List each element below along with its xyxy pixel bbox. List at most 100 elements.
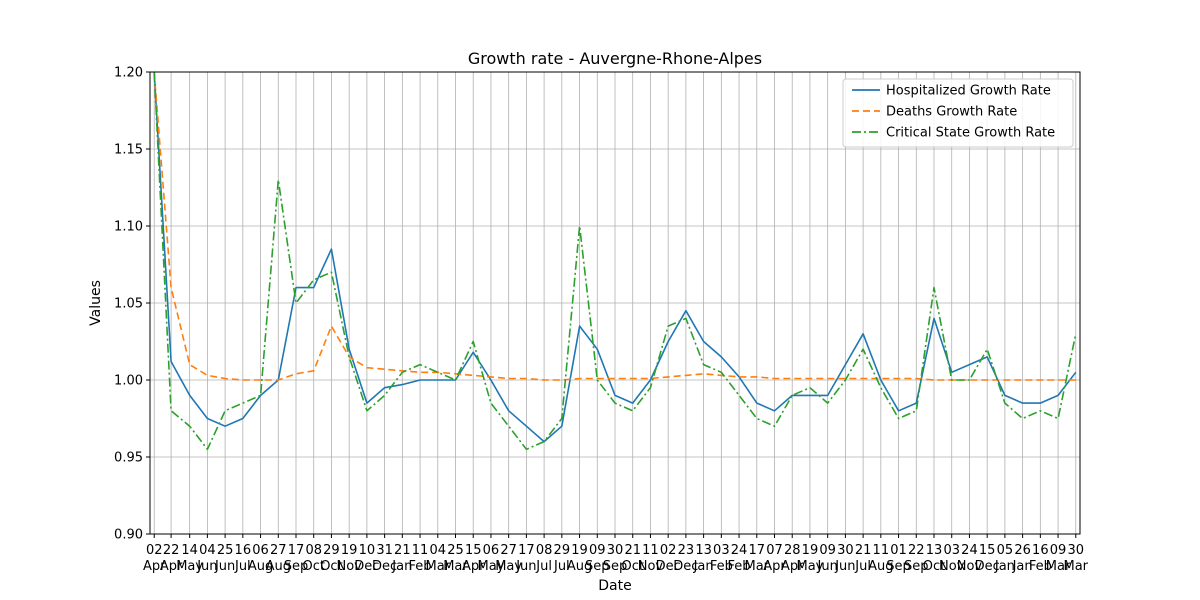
x-tick-label-day: 16 — [235, 543, 252, 558]
x-tick-label-month: Apr — [160, 559, 183, 574]
x-tick-label-month: Apr — [462, 559, 485, 574]
x-tick-label-day: 21 — [855, 543, 872, 558]
x-tick-label-month: Oct — [621, 559, 643, 574]
x-tick-label-month: Mar — [1064, 559, 1089, 574]
x-tick-label-month: Mar — [426, 559, 451, 574]
x-tick-label-day: 13 — [695, 543, 712, 558]
chart-title: Growth rate - Auvergne-Rhone-Alpes — [468, 49, 762, 68]
x-tick-label-day: 17 — [749, 543, 766, 558]
x-tick-label-day: 02 — [660, 543, 677, 558]
x-tick-label-day: 21 — [624, 543, 641, 558]
x-tick-label-month: Jan — [391, 559, 412, 574]
x-tick-label-month: Sep — [284, 559, 309, 574]
x-tick-label-month: Nov — [336, 559, 362, 574]
x-axis: 02Apr22Apr14May04Jun25Jun16Jul06Aug27Aug… — [143, 534, 1089, 574]
x-tick-label-day: 09 — [1050, 543, 1067, 558]
x-tick-label-day: 06 — [483, 543, 500, 558]
x-tick-label-day: 24 — [731, 543, 748, 558]
y-tick-label: 1.00 — [114, 374, 143, 389]
x-tick-label-day: 19 — [571, 543, 588, 558]
x-tick-label-month: Nov — [638, 559, 664, 574]
x-tick-label-month: Dec — [354, 559, 379, 574]
x-axis-title: Date — [598, 578, 631, 594]
x-tick-label-day: 10 — [359, 543, 376, 558]
legend-box — [842, 78, 1074, 148]
x-tick-label-month: Dec — [656, 559, 681, 574]
x-tick-label-month: Jul — [553, 559, 570, 574]
x-tick-label-month: Feb — [409, 559, 432, 574]
y-tick-label: 1.15 — [114, 143, 143, 158]
x-tick-label-month: Jan — [994, 559, 1015, 574]
x-tick-label-month: Nov — [957, 559, 983, 574]
y-axis-title: Values — [88, 280, 104, 326]
legend-label: Deaths Growth Rate — [886, 105, 1017, 120]
y-tick-label: 0.95 — [114, 451, 143, 466]
x-tick-label-month: Apr — [763, 559, 786, 574]
x-tick-label-month: Feb — [728, 559, 751, 574]
x-tick-label-day: 29 — [323, 543, 340, 558]
x-tick-label-month: May — [797, 559, 824, 574]
x-tick-label-day: 04 — [199, 543, 216, 558]
x-tick-label-month: Mar — [745, 559, 770, 574]
x-tick-label-month: Sep — [603, 559, 628, 574]
x-tick-label-day: 11 — [642, 543, 659, 558]
x-tick-label-month: Jun — [834, 559, 855, 574]
x-tick-label-month: Aug — [567, 559, 592, 574]
x-tick-label-day: 31 — [376, 543, 393, 558]
x-tick-label-day: 22 — [163, 543, 180, 558]
x-tick-label-day: 19 — [802, 543, 819, 558]
x-tick-label-day: 14 — [181, 543, 198, 558]
x-tick-label-day: 13 — [926, 543, 943, 558]
x-tick-label-month: Feb — [710, 559, 733, 574]
x-tick-label-day: 11 — [412, 543, 429, 558]
x-tick-label-day: 09 — [589, 543, 606, 558]
series-line-2 — [153, 72, 1076, 381]
x-tick-label-day: 08 — [536, 543, 553, 558]
x-tick-label-month: Apr — [143, 559, 166, 574]
x-tick-label-day: 30 — [837, 543, 854, 558]
x-tick-label-day: 08 — [305, 543, 322, 558]
x-tick-label-month: Aug — [266, 559, 291, 574]
x-tick-label-month: Jun — [214, 559, 235, 574]
legend-label: Hospitalized Growth Rate — [886, 84, 1051, 99]
x-tick-label-month: Apr — [781, 559, 804, 574]
x-tick-label-day: 17 — [288, 543, 305, 558]
x-tick-label-month: Feb — [1029, 559, 1052, 574]
x-tick-label-month: Sep — [904, 559, 929, 574]
x-tick-label-day: 26 — [1014, 543, 1031, 558]
x-tick-label-month: Oct — [320, 559, 342, 574]
x-tick-label-day: 15 — [465, 543, 482, 558]
y-axis: 0.90 0.95 1.00 1.05 1.10 1.15 1.20 — [114, 66, 150, 543]
x-tick-label-month: Jun — [515, 559, 536, 574]
y-tick-label: 0.90 — [114, 528, 143, 543]
x-tick-label-day: 30 — [1068, 543, 1085, 558]
x-tick-label-month: Aug — [868, 559, 893, 574]
x-tick-label-month: Dec — [673, 559, 698, 574]
x-tick-label-month: May — [477, 559, 504, 574]
x-tick-label-day: 09 — [819, 543, 836, 558]
plot-area — [149, 71, 1081, 535]
series-line-3 — [153, 72, 1077, 451]
x-tick-label-month: Jun — [817, 559, 838, 574]
x-tick-label-month: Dec — [372, 559, 397, 574]
x-tick-label-day: 29 — [554, 543, 571, 558]
x-tick-label-month: Mar — [1046, 559, 1071, 574]
x-tick-label-day: 21 — [394, 543, 411, 558]
x-tick-label-day: 16 — [1032, 543, 1049, 558]
x-tick-label-month: Aug — [248, 559, 273, 574]
x-tick-label-month: Nov — [939, 559, 965, 574]
y-tick-label: 1.05 — [114, 297, 143, 312]
x-tick-label-day: 19 — [341, 543, 358, 558]
x-tick-label-day: 03 — [943, 543, 960, 558]
x-tick-label-day: 03 — [713, 543, 730, 558]
x-tick-label-day: 04 — [430, 543, 447, 558]
x-tick-label-day: 01 — [890, 543, 907, 558]
x-tick-label-month: Mar — [443, 559, 468, 574]
x-tick-label-day: 22 — [908, 543, 925, 558]
legend-label: Critical State Growth Rate — [886, 126, 1055, 141]
x-tick-label-month: Oct — [302, 559, 324, 574]
series-layer — [153, 72, 1077, 451]
x-tick-label-month: Jul — [854, 559, 871, 574]
x-tick-label-day: 15 — [979, 543, 996, 558]
